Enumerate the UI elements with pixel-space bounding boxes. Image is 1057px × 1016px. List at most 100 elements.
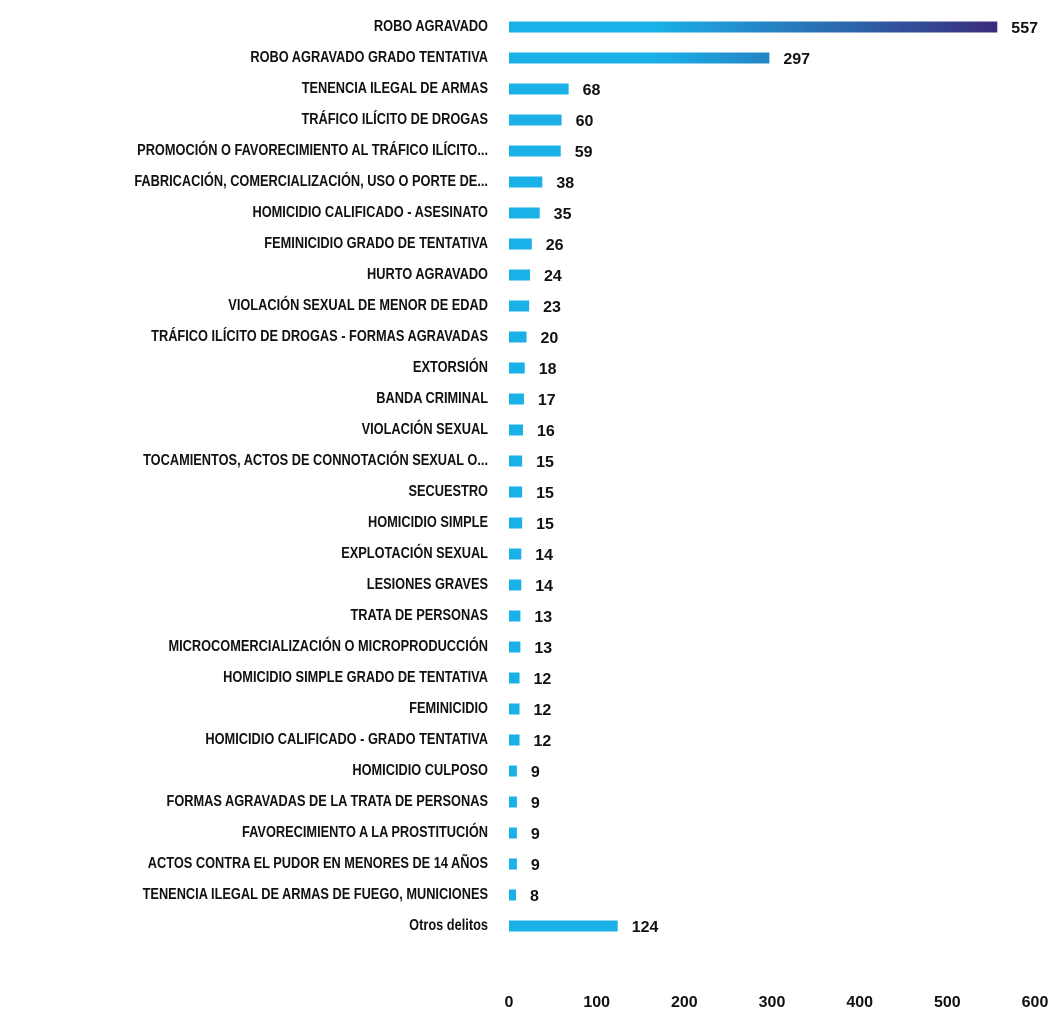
value-label: 9 (531, 857, 540, 874)
bar (509, 238, 532, 250)
category-label: HOMICIDIO SIMPLE GRADO DE TENTATIVA (223, 669, 488, 687)
category-label-group: VIOLACIÓN SEXUAL DE MENOR DE EDAD (228, 295, 488, 315)
category-label-group: LESIONES GRAVES (367, 576, 489, 594)
category-label-group: TRÁFICO ILÍCITO DE DROGAS - FORMAS AGRAV… (151, 327, 488, 346)
value-label: 35 (554, 206, 572, 223)
category-label: HOMICIDIO SIMPLE (368, 514, 488, 532)
bar (509, 393, 524, 405)
value-label: 12 (534, 671, 552, 688)
category-label-group: FEMINICIDIO (409, 700, 488, 718)
value-label: 9 (531, 764, 540, 781)
bar (509, 362, 525, 374)
value-label: 14 (535, 547, 553, 564)
category-label: MICROCOMERCIALIZACIÓN O MICROPRODUCCIÓN (168, 636, 488, 656)
bar (509, 52, 770, 64)
category-label: FAVORECIMIENTO A LA PROSTITUCIÓN (242, 822, 488, 842)
value-label: 9 (531, 826, 540, 843)
category-label-group: HOMICIDIO SIMPLE (368, 514, 488, 532)
value-label: 15 (536, 454, 554, 471)
category-label-group: ROBO AGRAVADO GRADO TENTATIVA (250, 49, 488, 67)
bar (509, 455, 523, 467)
category-label-group: TOCAMIENTOS, ACTOS DE CONNOTACIÓN SEXUAL… (143, 450, 488, 470)
category-label-group: FORMAS AGRAVADAS DE LA TRATA DE PERSONAS (167, 793, 489, 811)
bar (509, 889, 517, 901)
category-label: TOCAMIENTOS, ACTOS DE CONNOTACIÓN SEXUAL… (143, 450, 488, 470)
category-label-group: MICROCOMERCIALIZACIÓN O MICROPRODUCCIÓN (168, 636, 488, 656)
bar (509, 331, 527, 343)
value-label: 38 (556, 175, 574, 192)
value-label: 12 (534, 702, 552, 719)
value-label: 26 (546, 237, 564, 254)
category-label: ROBO AGRAVADO (374, 18, 488, 36)
bar (509, 269, 531, 281)
value-label: 18 (539, 361, 557, 378)
category-label: TRATA DE PERSONAS (350, 607, 488, 625)
x-tick-label: 500 (934, 994, 961, 1011)
category-label-group: FABRICACIÓN, COMERCIALIZACIÓN, USO O POR… (134, 171, 488, 191)
category-label-group: HOMICIDIO CALIFICADO - ASESINATO (252, 204, 488, 222)
bar (509, 114, 562, 126)
value-label: 20 (541, 330, 559, 347)
category-label: BANDA CRIMINAL (376, 390, 488, 408)
value-label: 14 (535, 578, 553, 595)
bar (509, 641, 521, 653)
category-label-group: HOMICIDIO CULPOSO (352, 762, 488, 780)
bar (509, 176, 543, 188)
bar (509, 517, 523, 529)
bar (509, 703, 520, 715)
value-label: 13 (534, 609, 552, 626)
value-label: 124 (632, 919, 659, 936)
category-label: TRÁFICO ILÍCITO DE DROGAS (301, 110, 488, 129)
bar (509, 734, 520, 746)
value-label: 16 (537, 423, 555, 440)
category-label-group: HOMICIDIO SIMPLE GRADO DE TENTATIVA (223, 669, 488, 687)
category-label-group: VIOLACIÓN SEXUAL (362, 419, 489, 439)
bar (509, 765, 517, 777)
category-label: HOMICIDIO CULPOSO (352, 762, 488, 780)
category-label-group: HURTO AGRAVADO (367, 266, 488, 284)
value-label: 8 (530, 888, 539, 905)
value-label: 15 (536, 516, 554, 533)
x-tick-label: 600 (1022, 994, 1049, 1011)
value-label: 68 (583, 82, 601, 99)
bar (509, 83, 569, 95)
category-label: HOMICIDIO CALIFICADO - GRADO TENTATIVA (205, 731, 488, 749)
bar (509, 579, 522, 591)
x-tick-label: 100 (583, 994, 610, 1011)
category-label-group: TENENCIA ILEGAL DE ARMAS DE FUEGO, MUNIC… (143, 886, 489, 904)
value-label: 60 (576, 113, 594, 130)
category-label: TRÁFICO ILÍCITO DE DROGAS - FORMAS AGRAV… (151, 327, 488, 346)
category-label-group: FEMINICIDIO GRADO DE TENTATIVA (264, 235, 488, 253)
x-tick-label: 200 (671, 994, 698, 1011)
category-label: LESIONES GRAVES (367, 576, 489, 594)
category-label: ACTOS CONTRA EL PUDOR EN MENORES DE 14 A… (148, 853, 489, 873)
category-label: EXPLOTACIÓN SEXUAL (341, 543, 488, 563)
category-label-group: TENENCIA ILEGAL DE ARMAS (302, 80, 489, 98)
category-label-group: HOMICIDIO CALIFICADO - GRADO TENTATIVA (205, 731, 488, 749)
bar (509, 300, 530, 312)
category-label: VIOLACIÓN SEXUAL DE MENOR DE EDAD (228, 295, 488, 315)
bar (509, 796, 517, 808)
category-label: FEMINICIDIO (409, 700, 488, 718)
category-label: FEMINICIDIO GRADO DE TENTATIVA (264, 235, 488, 253)
category-label-group: Otros delitos (409, 917, 488, 935)
category-label: ROBO AGRAVADO GRADO TENTATIVA (250, 49, 488, 67)
category-label: FORMAS AGRAVADAS DE LA TRATA DE PERSONAS (167, 793, 489, 811)
category-label-group: BANDA CRIMINAL (376, 390, 488, 408)
bar (509, 145, 561, 157)
value-label: 297 (783, 51, 810, 68)
category-label-group: EXTORSIÓN (413, 357, 488, 377)
category-label: EXTORSIÓN (413, 357, 488, 377)
value-label: 59 (575, 144, 593, 161)
x-tick-label: 0 (505, 994, 514, 1011)
category-label: PROMOCIÓN O FAVORECIMIENTO AL TRÁFICO IL… (137, 140, 488, 160)
category-label-group: ACTOS CONTRA EL PUDOR EN MENORES DE 14 A… (148, 853, 489, 873)
category-label-group: TRATA DE PERSONAS (350, 607, 488, 625)
category-label: TENENCIA ILEGAL DE ARMAS DE FUEGO, MUNIC… (143, 886, 489, 904)
value-label: 24 (544, 268, 562, 285)
category-label: HOMICIDIO CALIFICADO - ASESINATO (252, 204, 488, 222)
category-label: SECUESTRO (408, 483, 488, 501)
category-label: Otros delitos (409, 917, 488, 935)
